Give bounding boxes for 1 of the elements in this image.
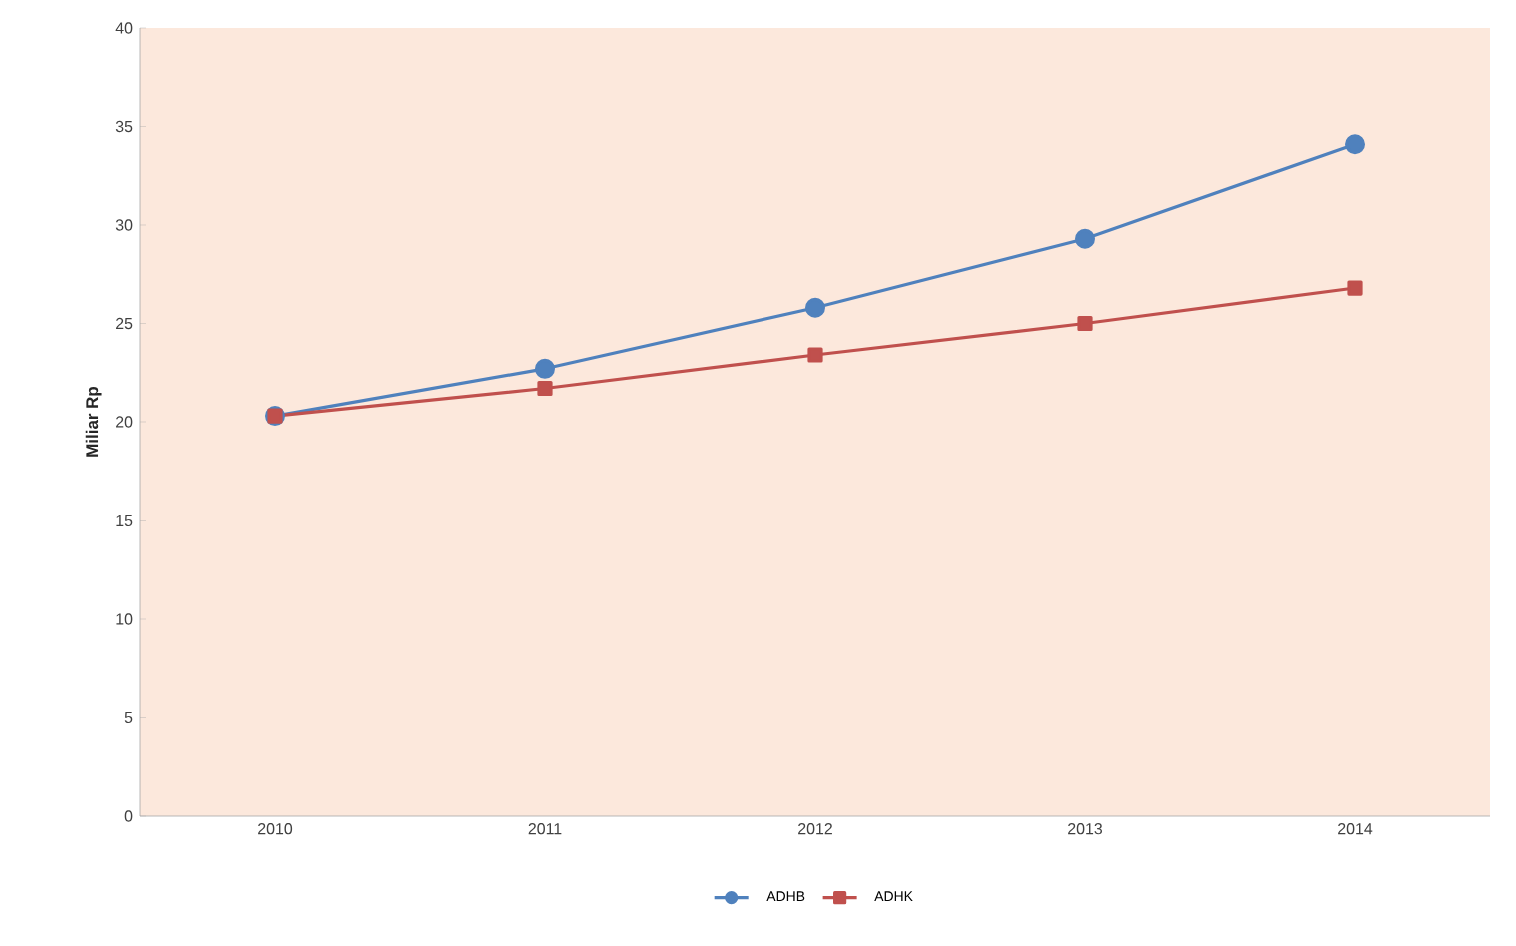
y-axis-title: Miliar Rp bbox=[85, 386, 102, 457]
